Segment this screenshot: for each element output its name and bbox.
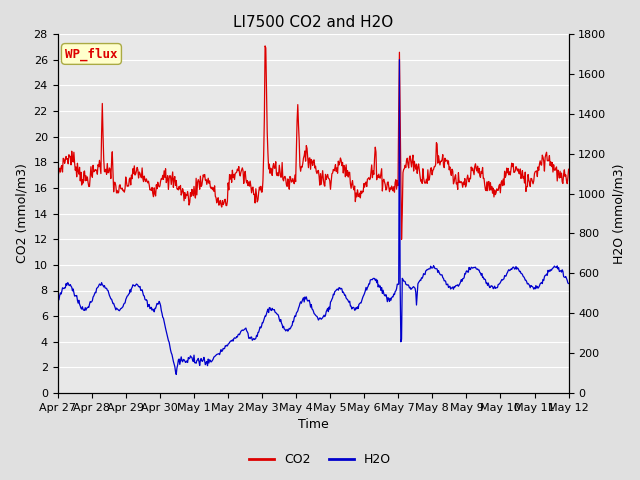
Legend: CO2, H2O: CO2, H2O <box>244 448 396 471</box>
Text: WP_flux: WP_flux <box>65 48 118 60</box>
Y-axis label: CO2 (mmol/m3): CO2 (mmol/m3) <box>15 164 28 264</box>
Y-axis label: H2O (mmol/m3): H2O (mmol/m3) <box>612 163 625 264</box>
Title: LI7500 CO2 and H2O: LI7500 CO2 and H2O <box>233 15 393 30</box>
X-axis label: Time: Time <box>298 419 328 432</box>
